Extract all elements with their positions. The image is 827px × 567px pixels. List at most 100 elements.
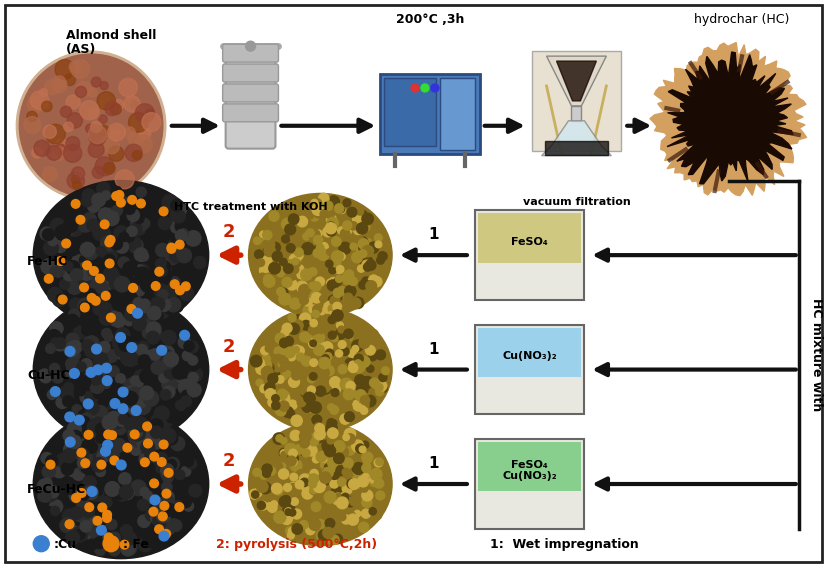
Circle shape [49,363,62,377]
Circle shape [107,314,115,322]
Ellipse shape [33,295,208,444]
Circle shape [337,478,346,486]
Circle shape [309,282,316,289]
Ellipse shape [249,193,392,317]
Circle shape [172,501,184,511]
Circle shape [311,396,323,408]
Circle shape [52,372,64,383]
Circle shape [111,238,122,250]
Circle shape [76,215,85,224]
Circle shape [256,481,268,493]
Circle shape [313,246,322,253]
Circle shape [64,442,78,456]
Circle shape [82,340,94,352]
Circle shape [46,460,55,469]
Text: 1: 1 [428,456,438,471]
Circle shape [96,282,108,294]
Circle shape [332,251,343,263]
Circle shape [79,255,90,265]
Circle shape [288,453,299,464]
Circle shape [103,440,112,450]
Circle shape [272,251,282,261]
Circle shape [349,479,359,489]
Circle shape [96,274,104,283]
Circle shape [146,509,157,521]
Circle shape [144,391,159,406]
Circle shape [124,386,137,399]
Circle shape [79,526,92,539]
Circle shape [352,463,365,475]
Circle shape [284,224,295,235]
Circle shape [299,521,308,529]
Circle shape [320,295,327,302]
Circle shape [267,241,275,248]
Circle shape [142,113,161,132]
Circle shape [110,186,122,198]
Circle shape [283,503,295,515]
Circle shape [160,390,171,400]
Circle shape [109,277,122,289]
Circle shape [105,481,120,496]
Circle shape [279,356,288,365]
Circle shape [381,367,390,375]
Circle shape [65,520,74,528]
Circle shape [73,526,88,541]
Circle shape [54,338,66,351]
Circle shape [74,415,84,425]
Circle shape [104,430,112,439]
Circle shape [116,374,125,383]
Circle shape [337,322,343,329]
FancyBboxPatch shape [475,325,585,414]
Circle shape [101,236,116,251]
Circle shape [92,297,100,305]
Circle shape [369,473,378,483]
Circle shape [73,429,85,442]
Circle shape [136,104,155,123]
Circle shape [355,360,361,367]
Circle shape [308,396,318,405]
Circle shape [120,540,129,549]
Circle shape [132,150,142,160]
Circle shape [64,393,74,403]
Circle shape [348,286,356,294]
FancyBboxPatch shape [532,51,621,151]
Circle shape [131,424,141,434]
Circle shape [282,209,293,219]
Circle shape [359,281,367,289]
Circle shape [362,452,373,463]
Circle shape [119,485,133,499]
Circle shape [329,469,339,480]
Circle shape [282,277,292,287]
Circle shape [260,471,268,479]
Circle shape [112,337,126,350]
Circle shape [76,505,90,519]
Circle shape [306,229,314,237]
Circle shape [292,259,300,268]
Circle shape [175,204,187,215]
Circle shape [108,366,119,376]
Circle shape [274,511,286,523]
Circle shape [155,267,164,276]
Circle shape [265,273,273,281]
Circle shape [319,243,328,251]
Circle shape [64,383,74,392]
Circle shape [177,401,189,413]
Circle shape [27,96,44,113]
Circle shape [81,318,93,329]
Circle shape [316,452,327,462]
Circle shape [308,436,319,446]
Circle shape [327,280,338,291]
Circle shape [40,88,47,96]
Circle shape [320,210,328,218]
Circle shape [163,503,176,517]
Circle shape [131,430,139,439]
Circle shape [31,147,42,158]
Circle shape [369,275,379,285]
Circle shape [105,259,114,268]
Circle shape [64,144,82,162]
Circle shape [170,280,179,289]
Circle shape [63,268,75,281]
Circle shape [63,396,74,407]
Circle shape [291,208,299,215]
Circle shape [64,122,74,132]
